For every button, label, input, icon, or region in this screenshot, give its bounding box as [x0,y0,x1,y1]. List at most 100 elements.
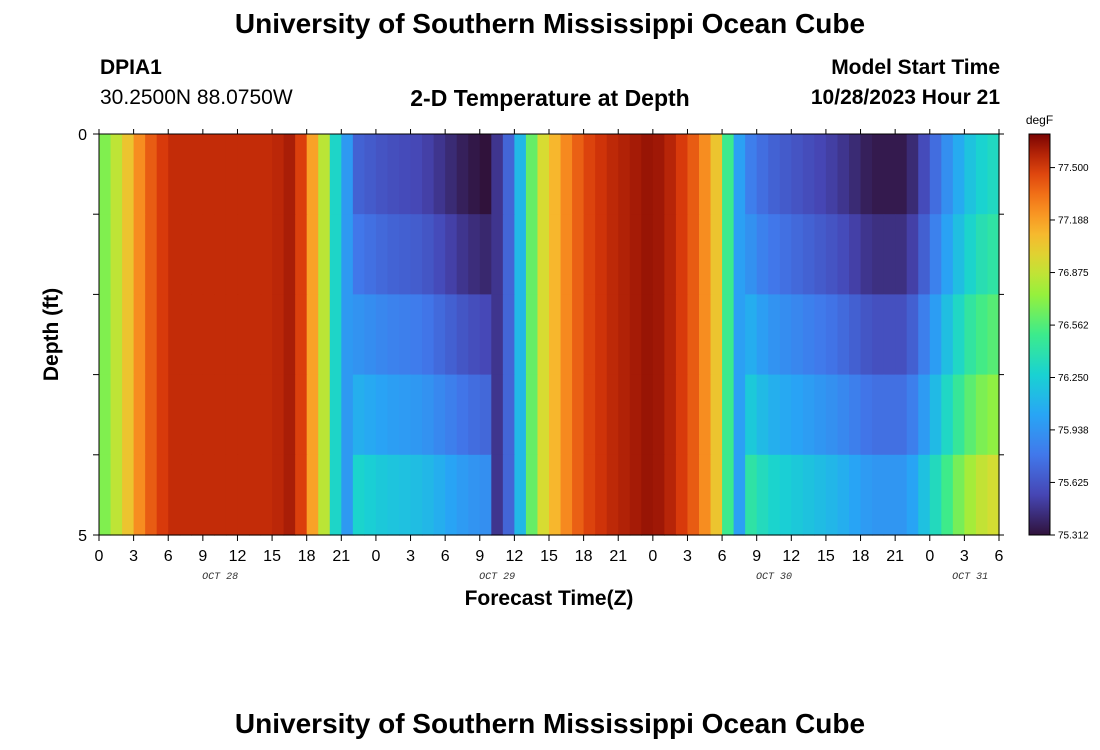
heatmap-cell [399,134,412,215]
heatmap-cell [872,454,885,536]
heatmap-cell [825,294,839,376]
heatmap-cell [664,134,677,215]
heatmap-cell [583,134,596,215]
heatmap-cell [249,454,262,536]
heatmap-cell [375,294,389,376]
heatmap-cell [191,214,204,295]
heatmap-cell [906,214,919,295]
date-label: OCT 31 [952,572,988,583]
heatmap-cell [479,374,492,456]
heatmap-cell [525,374,539,456]
colorbar-tick-label: 75.625 [1058,478,1089,489]
heatmap-cell [929,294,942,376]
heatmap-cell [964,374,977,456]
x-tick-label: 6 [164,548,173,565]
heatmap-cell [168,214,181,295]
heatmap-cell [514,294,527,376]
heatmap-cell [652,294,665,376]
heatmap-cell [514,134,527,215]
heatmap-cell [537,214,550,295]
heatmap-cell [883,214,896,295]
heatmap-cell [675,374,689,456]
heatmap-cell [225,214,239,295]
heatmap-cell [456,294,469,376]
heatmap-cell [895,134,908,215]
heatmap-cell [964,134,977,215]
heatmap-cell [606,454,619,536]
y-axis-title: Depth (ft) [40,288,63,381]
heatmap-cell [214,374,227,456]
heatmap-cell [260,134,273,215]
heatmap-cell [814,374,827,456]
heatmap-cell [329,374,342,456]
heatmap-cell [779,294,792,376]
heatmap-cell [791,374,804,456]
station-id: DPIA1 [100,56,162,79]
heatmap-cell [675,454,689,536]
heatmap-cell [537,134,550,215]
heatmap-cell [560,454,573,536]
heatmap-cell [791,134,804,215]
x-tick-label: 12 [229,548,247,565]
heatmap-cell [641,134,654,215]
heatmap-cell [387,214,400,295]
heatmap-cell [918,294,931,376]
heatmap-cell [952,294,965,376]
heatmap-cell [410,454,423,536]
heatmap-cell [179,214,192,295]
heatmap-cell [941,454,954,536]
heatmap-cell [445,134,458,215]
heatmap-cell [849,134,862,215]
heatmap-cell [364,134,377,215]
heatmap-cell [387,294,400,376]
heatmap-cell [191,374,204,456]
heatmap-cell [952,134,965,215]
heatmap-cell [641,454,654,536]
x-tick-label: 18 [298,548,316,565]
heatmap-cell [202,134,215,215]
x-tick-label: 9 [475,548,484,565]
heatmap-cell [710,134,723,215]
heatmap-cell [491,454,504,536]
heatmap-cell [295,214,308,295]
heatmap-cell [468,374,481,456]
heatmap-cell [352,214,365,295]
heatmap-cell [445,454,458,536]
heatmap-cell [433,214,446,295]
heatmap-cell [537,294,550,376]
heatmap-cell [525,214,539,295]
heatmap-cell [433,294,446,376]
heatmap-cell [306,134,319,215]
heatmap-cell [652,134,665,215]
heatmap-cell [722,214,735,295]
heatmap-cell [918,134,931,215]
heatmap-cell [952,214,965,295]
heatmap [99,134,1000,536]
heatmap-cell [756,294,769,376]
heatmap-cell [99,294,112,376]
heatmap-cell [202,454,215,536]
heatmap-cell [122,374,135,456]
heatmap-cell [583,214,596,295]
colorbar-ticks: 77.500 77.188 76.875 76.562 76.250 75.938 75.6… [1050,163,1089,542]
heatmap-cell [860,134,873,215]
heatmap-cell [214,134,227,215]
heatmap-cell [549,454,562,536]
heatmap-cell [572,134,585,215]
heatmap-cell [906,294,919,376]
colorbar-tick-label: 76.250 [1058,373,1089,384]
colorbar-tick-label: 76.562 [1058,321,1089,332]
heatmap-cell [295,134,308,215]
heatmap-cell [699,214,712,295]
heatmap-cell [202,214,215,295]
heatmap-cell [318,294,331,376]
heatmap-cell [352,454,365,536]
heatmap-cell [502,134,515,215]
heatmap-cell [479,294,492,376]
heatmap-cell [168,134,181,215]
heatmap-cell [895,294,908,376]
heatmap-cell [629,214,642,295]
heatmap-cell [814,214,827,295]
heatmap-cell [202,294,215,376]
heatmap-cell [929,214,942,295]
